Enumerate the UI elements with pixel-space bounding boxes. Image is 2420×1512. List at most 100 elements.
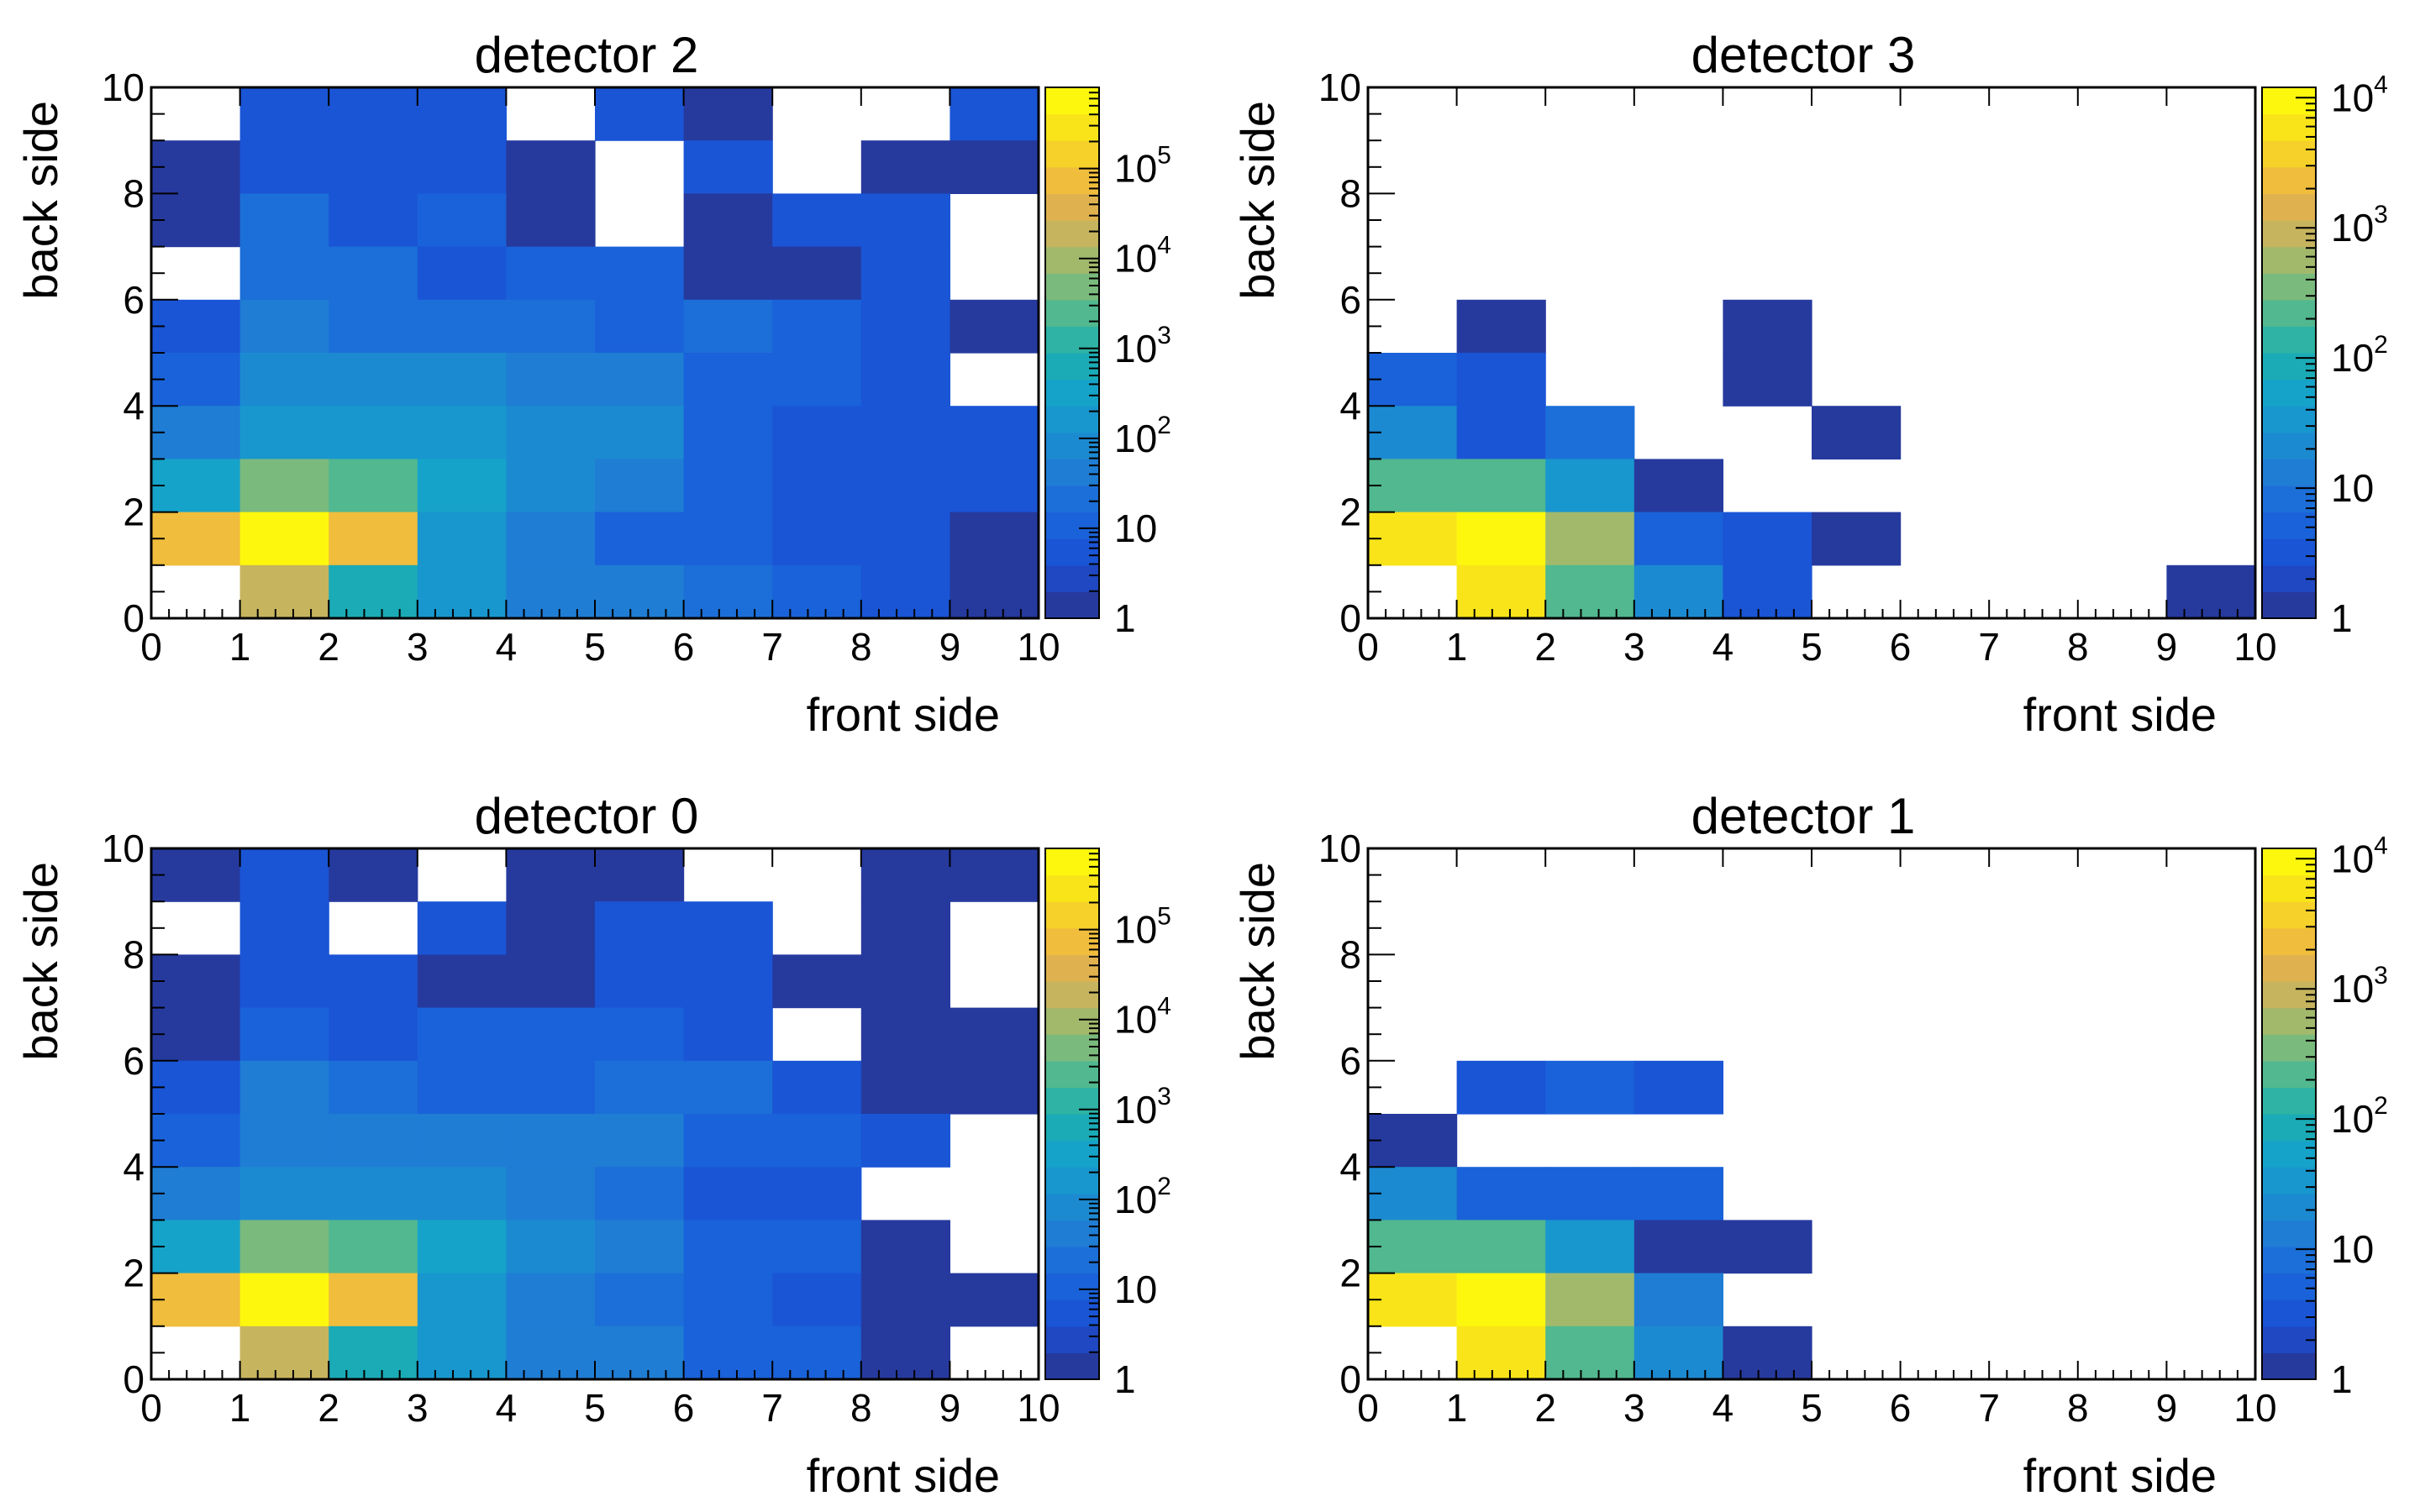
heatmap-cell: [506, 299, 596, 354]
heatmap-cell: [506, 406, 596, 459]
y-axis-label: back side: [14, 101, 67, 300]
colorbar-segment: [1045, 848, 1099, 876]
heatmap-cells: [1368, 299, 2256, 619]
heatmap-cell: [1634, 512, 1723, 566]
heatmap-cell: [151, 140, 241, 194]
heatmap-cell: [151, 512, 241, 566]
heatmap-cell: [860, 459, 950, 513]
colorbar-segment: [1045, 1220, 1099, 1247]
heatmap-cell: [950, 406, 1039, 459]
heatmap-cell: [860, 1007, 950, 1062]
y-tick-label: 8: [123, 171, 145, 215]
colorbar-label: 104: [2331, 71, 2388, 119]
heatmap-cell: [506, 1167, 596, 1221]
colorbar-segment: [1045, 193, 1099, 221]
y-tick-label: 2: [123, 1252, 145, 1295]
colorbar-label-exponent: 4: [2374, 71, 2388, 98]
heatmap-cell: [506, 193, 596, 248]
heatmap-cell: [239, 406, 329, 459]
heatmap-cell: [950, 848, 1039, 902]
colorbar-segment: [1045, 538, 1099, 566]
heatmap-cell: [417, 353, 507, 407]
colorbar-label: 105: [1114, 903, 1171, 952]
heatmap-cell: [329, 459, 418, 513]
colorbar-segment: [1045, 512, 1099, 539]
heatmap-cell: [683, 954, 773, 1009]
colorbar-segment: [2262, 512, 2316, 539]
heatmap-cell: [506, 140, 596, 194]
heatmap-cell: [239, 512, 329, 566]
colorbar-label-exponent: 5: [1157, 903, 1171, 931]
colorbar-segment: [2262, 166, 2316, 194]
heatmap-cell: [1634, 1273, 1723, 1327]
colorbar-label: 1: [2331, 1357, 2353, 1401]
heatmap-cell: [950, 299, 1039, 354]
heatmap-cell: [151, 1060, 241, 1115]
colorbar-label: 10: [2331, 1227, 2374, 1271]
colorbar-segment: [1045, 299, 1099, 327]
x-tick-label: 10: [1017, 625, 1060, 669]
colorbar-label: 1: [1114, 596, 1136, 640]
heatmap-cell: [151, 1273, 241, 1327]
heatmap-cell: [1368, 512, 1458, 566]
heatmap-cell: [1368, 1167, 1458, 1221]
heatmap-cell: [239, 87, 329, 141]
heatmap-cell: [506, 1060, 596, 1115]
colorbar-segment: [2262, 1352, 2316, 1380]
colorbar-segment: [2262, 538, 2316, 566]
heatmap-cell: [239, 246, 329, 301]
heatmap-cell: [151, 1167, 241, 1221]
heatmap-cells: [1368, 1060, 1812, 1380]
colorbar-label: 1: [1114, 1357, 1136, 1401]
panel-4: 0 1 2 3 4 5 6 7 8 9 10 0 2 4 6 8 10 detector 1 front side b…: [1231, 788, 2388, 1502]
colorbar-label: 104: [1114, 993, 1171, 1042]
heatmap-cell: [683, 1007, 773, 1062]
colorbar-segment: [1045, 1247, 1099, 1274]
x-tick-label: 1: [229, 1386, 251, 1430]
heatmap-cell: [1456, 1060, 1546, 1115]
heatmap-cell: [417, 954, 507, 1009]
y-tick-label: 6: [123, 1039, 145, 1083]
colorbar-label: 102: [1114, 412, 1171, 460]
heatmap-cell: [1723, 353, 1812, 407]
heatmap-cell: [860, 406, 950, 459]
colorbar-segment: [1045, 273, 1099, 301]
heatmap-cell: [860, 1114, 950, 1168]
heatmap-cell: [595, 1007, 685, 1062]
colorbar-segment: [1045, 1299, 1099, 1327]
colorbar-label: 1: [2331, 596, 2353, 640]
heatmap-cell: [1456, 1273, 1546, 1327]
heatmap-cell: [506, 1273, 596, 1327]
heatmap-cell: [595, 353, 685, 407]
y-axis: 0 2 4 6 8 10: [102, 827, 178, 1401]
x-tick-label: 0: [1357, 625, 1379, 669]
colorbar-label: 103: [2331, 962, 2388, 1011]
x-axis: 0 1 2 3 4 5 6 7 8 9 10: [140, 87, 1060, 669]
heatmap-cell: [1456, 1326, 1546, 1380]
colorbar-label: 103: [2331, 201, 2388, 249]
heatmap-cell: [595, 1326, 685, 1380]
heatmap-cell: [329, 87, 418, 141]
x-axis-label: front side: [2023, 688, 2217, 741]
heatmap-cell: [417, 1007, 507, 1062]
heatmap-cell: [683, 87, 773, 141]
heatmap-cell: [595, 459, 685, 513]
x-tick-label: 2: [1534, 625, 1556, 669]
heatmap-cell: [329, 848, 418, 902]
heatmap-cell: [151, 1007, 241, 1062]
heatmap-cell: [772, 459, 862, 513]
heatmap-cell: [417, 1060, 507, 1115]
colorbar-segment: [1045, 432, 1099, 459]
y-tick-label: 10: [1318, 827, 1361, 870]
heatmap-cell: [595, 87, 685, 141]
colorbar-segment: [1045, 1273, 1099, 1300]
panel-2: 0 1 2 3 4 5 6 7 8 9 10 0 2 4 6 8 10 detector 3 front side b…: [1231, 27, 2388, 741]
x-tick-label: 2: [1534, 1386, 1556, 1430]
colorbar-segment: [1045, 874, 1099, 902]
heatmap-cell: [683, 1220, 773, 1274]
x-tick-label: 9: [939, 625, 961, 669]
heatmap-cell: [329, 1167, 418, 1221]
colorbar-segment: [2262, 1060, 2316, 1088]
heatmap-cell: [2166, 564, 2256, 619]
x-tick-label: 7: [761, 1386, 783, 1430]
